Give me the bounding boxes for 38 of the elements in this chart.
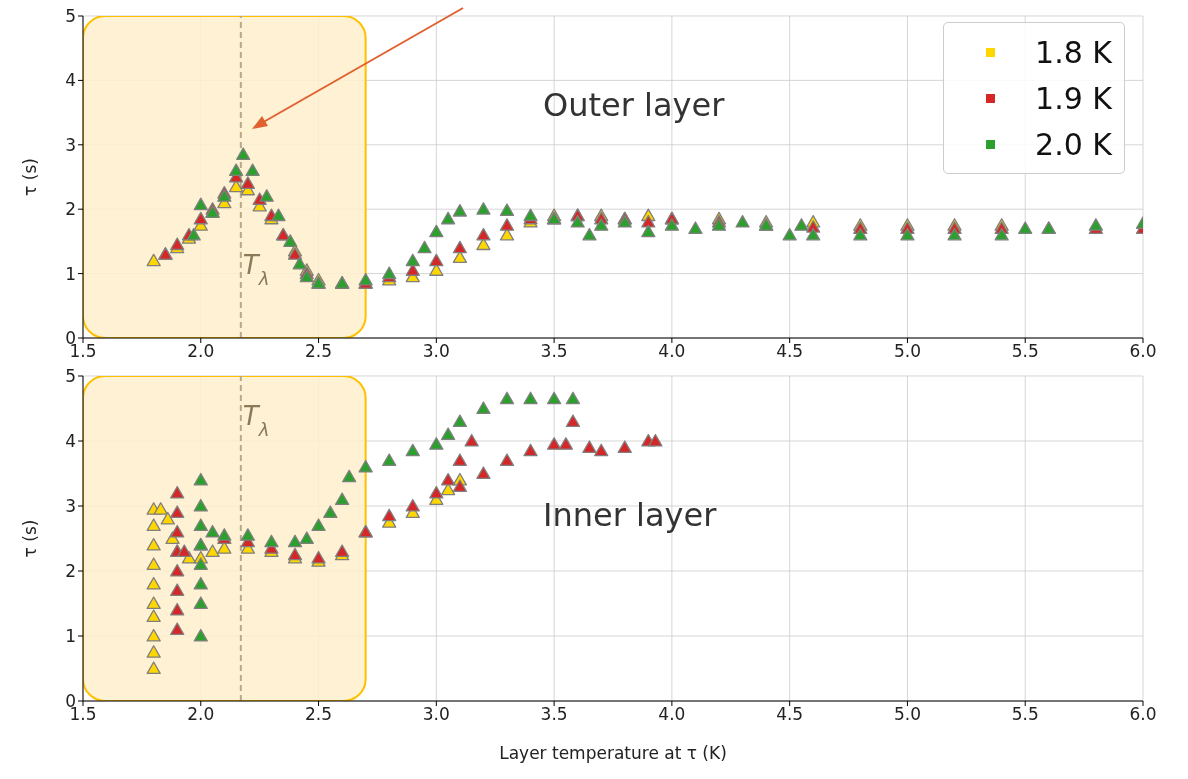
x-tick-label: 3.0 bbox=[422, 704, 450, 725]
y-axis-title: τ (s) bbox=[20, 158, 41, 196]
x-tick-label: 5.5 bbox=[1011, 704, 1039, 725]
y-tick-label: 1 bbox=[65, 263, 76, 284]
x-tick-label: 5.0 bbox=[893, 341, 921, 362]
legend-label: 1.9 K bbox=[1035, 80, 1112, 116]
x-axis-title: Layer temperature at τ (K) bbox=[499, 743, 727, 763]
y-tick-label: 3 bbox=[65, 134, 76, 155]
y-tick-label: 5 bbox=[65, 6, 76, 27]
x-tick-label: 3.0 bbox=[422, 341, 450, 362]
y-tick-label: 2 bbox=[65, 561, 76, 582]
y-tick-label: 4 bbox=[65, 431, 76, 452]
y-axis-title: τ (s) bbox=[20, 519, 41, 558]
y-tick-label: 5 bbox=[65, 366, 76, 387]
x-tick-label: 2.0 bbox=[187, 341, 215, 362]
x-tick-label: 2.5 bbox=[305, 341, 333, 362]
ref-line-label: T$_{λ}$ bbox=[242, 249, 270, 289]
x-tick-label: 2.0 bbox=[187, 704, 215, 725]
x-tick-label: 4.0 bbox=[658, 704, 686, 725]
x-tick-label: 3.5 bbox=[540, 704, 568, 725]
x-tick-label: 6.0 bbox=[1129, 704, 1157, 725]
x-tick-label: 6.0 bbox=[1129, 341, 1157, 362]
x-tick-label: 4.5 bbox=[776, 341, 804, 362]
x-tick-label: 3.5 bbox=[540, 341, 568, 362]
x-tick-label: 4.0 bbox=[658, 341, 686, 362]
annotation: Inner layer bbox=[543, 496, 717, 534]
x-tick-label: 5.0 bbox=[893, 704, 921, 725]
y-tick-label: 4 bbox=[65, 70, 76, 91]
annotation: Outer layer bbox=[543, 86, 725, 124]
y-tick-label: 2 bbox=[65, 199, 76, 220]
y-tick-label: 1 bbox=[65, 626, 76, 647]
y-tick-label: 3 bbox=[65, 496, 76, 517]
legend-label: 2.0 K bbox=[1035, 126, 1112, 162]
x-tick-label: 4.5 bbox=[776, 704, 804, 725]
ref-line-label: T$_{λ}$ bbox=[242, 400, 270, 440]
x-tick-label: 2.5 bbox=[305, 704, 333, 725]
legend-label: 1.8 K bbox=[1035, 34, 1112, 70]
x-tick-label: 5.5 bbox=[1011, 341, 1039, 362]
